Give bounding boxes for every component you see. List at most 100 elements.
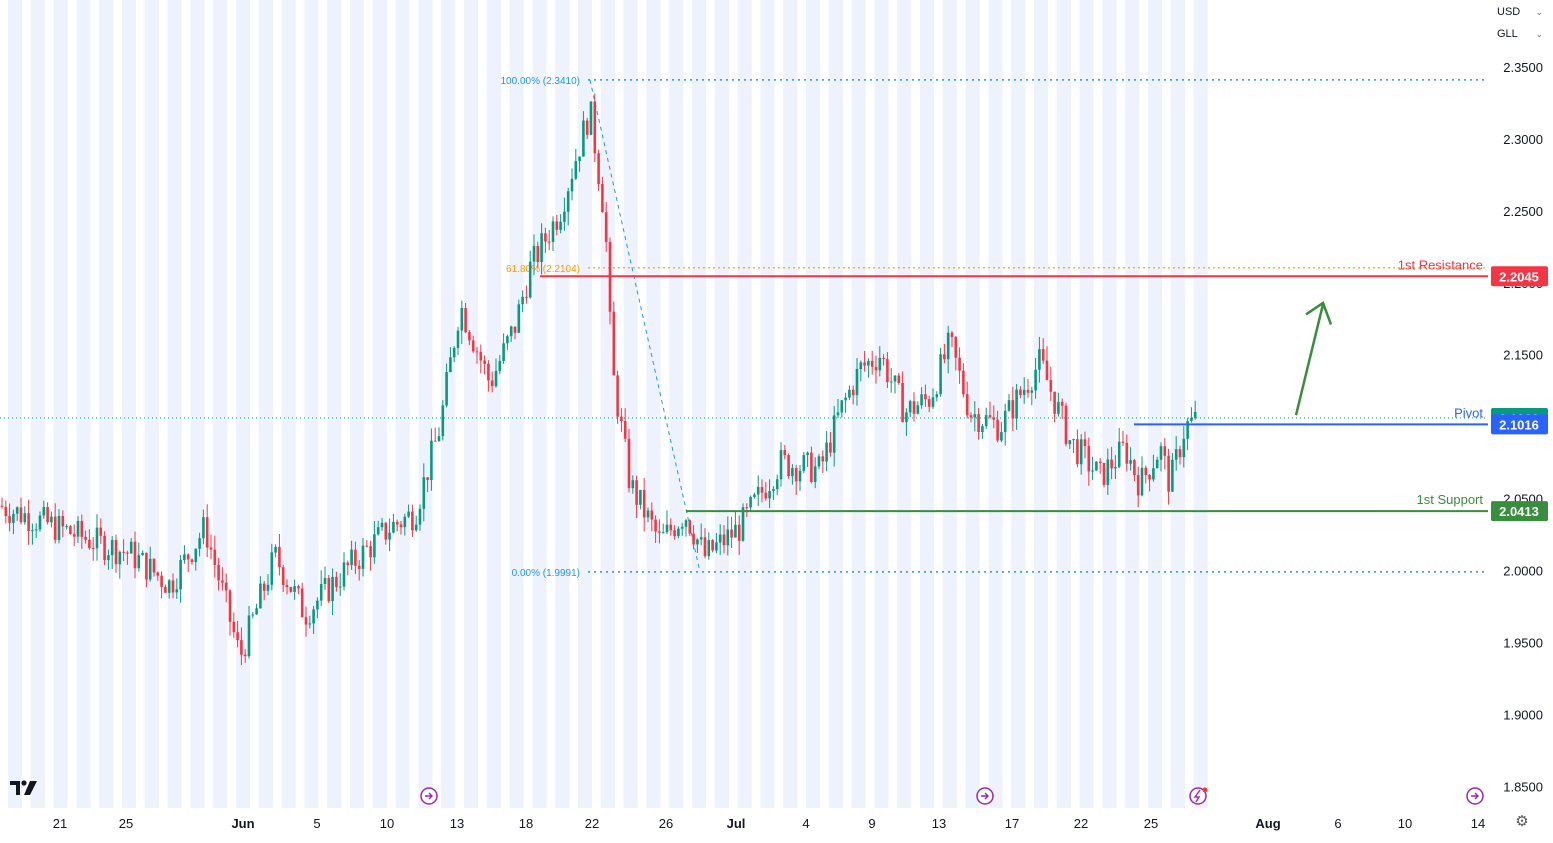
candle-body (528, 261, 532, 298)
session-stripe (144, 0, 159, 808)
candle-body (1068, 440, 1072, 445)
candle-body (0, 505, 4, 507)
session-stripe (372, 0, 387, 808)
candle-body (703, 537, 707, 557)
candle-body (217, 564, 220, 581)
candle-body (1148, 474, 1151, 480)
candle-body (908, 401, 912, 413)
trend-arrow[interactable] (1294, 300, 1333, 416)
resistance-price-badge (1491, 266, 1548, 287)
dividend-arrow-icon[interactable] (1466, 787, 1484, 805)
session-stripe (350, 0, 365, 808)
session-stripe (213, 0, 228, 808)
candle-body (281, 567, 285, 586)
time-axis[interactable]: 21 25 Jun 5 10 13 18 22 26 Jul 4 9 13 17 22 25 Aug 6 10 14 (53, 816, 1485, 831)
candle-body (1159, 446, 1163, 460)
candle-body (76, 520, 80, 537)
candle-body (927, 399, 931, 407)
candle-body (756, 487, 760, 495)
candle-body (506, 336, 509, 344)
candle-body (179, 559, 182, 590)
candle-body (300, 588, 304, 618)
candle-body (418, 508, 422, 525)
candle-body (69, 526, 72, 535)
candle-body (1076, 439, 1079, 465)
candle-body (346, 562, 350, 566)
candle-body (1026, 389, 1030, 393)
candle-body (107, 555, 110, 561)
session-stripe (1034, 0, 1049, 808)
candle-body (965, 394, 969, 416)
session-shading (8, 0, 1208, 808)
candle-body (760, 487, 764, 493)
candle-body (981, 426, 984, 432)
candle-body (449, 357, 452, 373)
session-stripe (714, 0, 729, 808)
candle-body (665, 524, 669, 533)
session-stripe (8, 0, 23, 808)
candle-body (240, 640, 243, 655)
candle-body (1140, 467, 1144, 496)
candle-body (1114, 466, 1117, 469)
candle-body (897, 375, 901, 383)
candle-body (88, 539, 91, 548)
tradingview-logo-icon[interactable] (9, 778, 39, 798)
session-stripe (806, 0, 821, 808)
candle-body (574, 161, 578, 179)
support-resistance-levels[interactable]: 1st Resistance Pivot 1st Support (540, 257, 1488, 513)
candle-body (289, 587, 293, 592)
candle-body (722, 534, 726, 546)
candle-body (411, 511, 414, 531)
candle-body (365, 545, 369, 547)
x-tick-label: 22 (585, 816, 599, 831)
candle-body (15, 507, 19, 514)
candle-body (585, 120, 589, 135)
candle-body (859, 362, 863, 369)
chevron-down-icon: ⌄ (1535, 7, 1543, 17)
candle-body (369, 546, 372, 558)
x-tick-label: 26 (659, 816, 673, 831)
event-markers[interactable] (420, 787, 1484, 805)
lightning-icon[interactable] (1189, 787, 1208, 805)
candle-body (167, 580, 171, 593)
candle-body (1136, 475, 1140, 496)
candle-body (650, 510, 654, 520)
candle-body (19, 507, 23, 523)
candle-body (247, 615, 251, 657)
candle-body (540, 233, 543, 262)
candle-body (95, 527, 99, 549)
candle-body (1057, 401, 1060, 414)
session-stripe (167, 0, 182, 808)
currency-select-gll[interactable]: GLL ⌄ (1493, 24, 1547, 44)
candle-body (627, 438, 631, 489)
dividend-arrow-icon[interactable] (420, 787, 438, 805)
session-stripe (30, 0, 45, 808)
candle-body (27, 513, 30, 531)
candle-body (61, 515, 65, 527)
price-badges: 2.2045 2.1060 2.1016 2.0413 (1491, 266, 1548, 522)
candle-body (669, 524, 673, 531)
candle-body (639, 489, 642, 505)
fibonacci-retracement[interactable]: 100.00% (2.3410) 61.80% (2.2104) 0.00% (… (500, 76, 1488, 579)
candle-body (1022, 389, 1026, 395)
dividend-arrow-icon[interactable] (976, 787, 994, 805)
candle-body (1060, 401, 1064, 406)
x-tick-label: 22 (1074, 816, 1088, 831)
candle-body (642, 489, 646, 518)
y-tick-label: 2.3500 (1503, 60, 1543, 75)
currency-select-usd-value: USD (1497, 6, 1521, 18)
candle-body (479, 351, 483, 361)
session-stripe (646, 0, 661, 808)
candle-body (1011, 400, 1015, 419)
gear-icon[interactable]: ⚙ (1515, 813, 1529, 830)
candle-body (293, 586, 296, 592)
support-label: 1st Support (1417, 492, 1484, 507)
candle-body (266, 584, 270, 591)
candle-body (91, 547, 95, 549)
candle-body (464, 308, 467, 333)
x-tick-label: 4 (802, 816, 809, 831)
currency-select-usd[interactable]: USD ⌄ (1493, 2, 1547, 22)
candle-body (547, 241, 551, 243)
candle-body (525, 296, 528, 298)
